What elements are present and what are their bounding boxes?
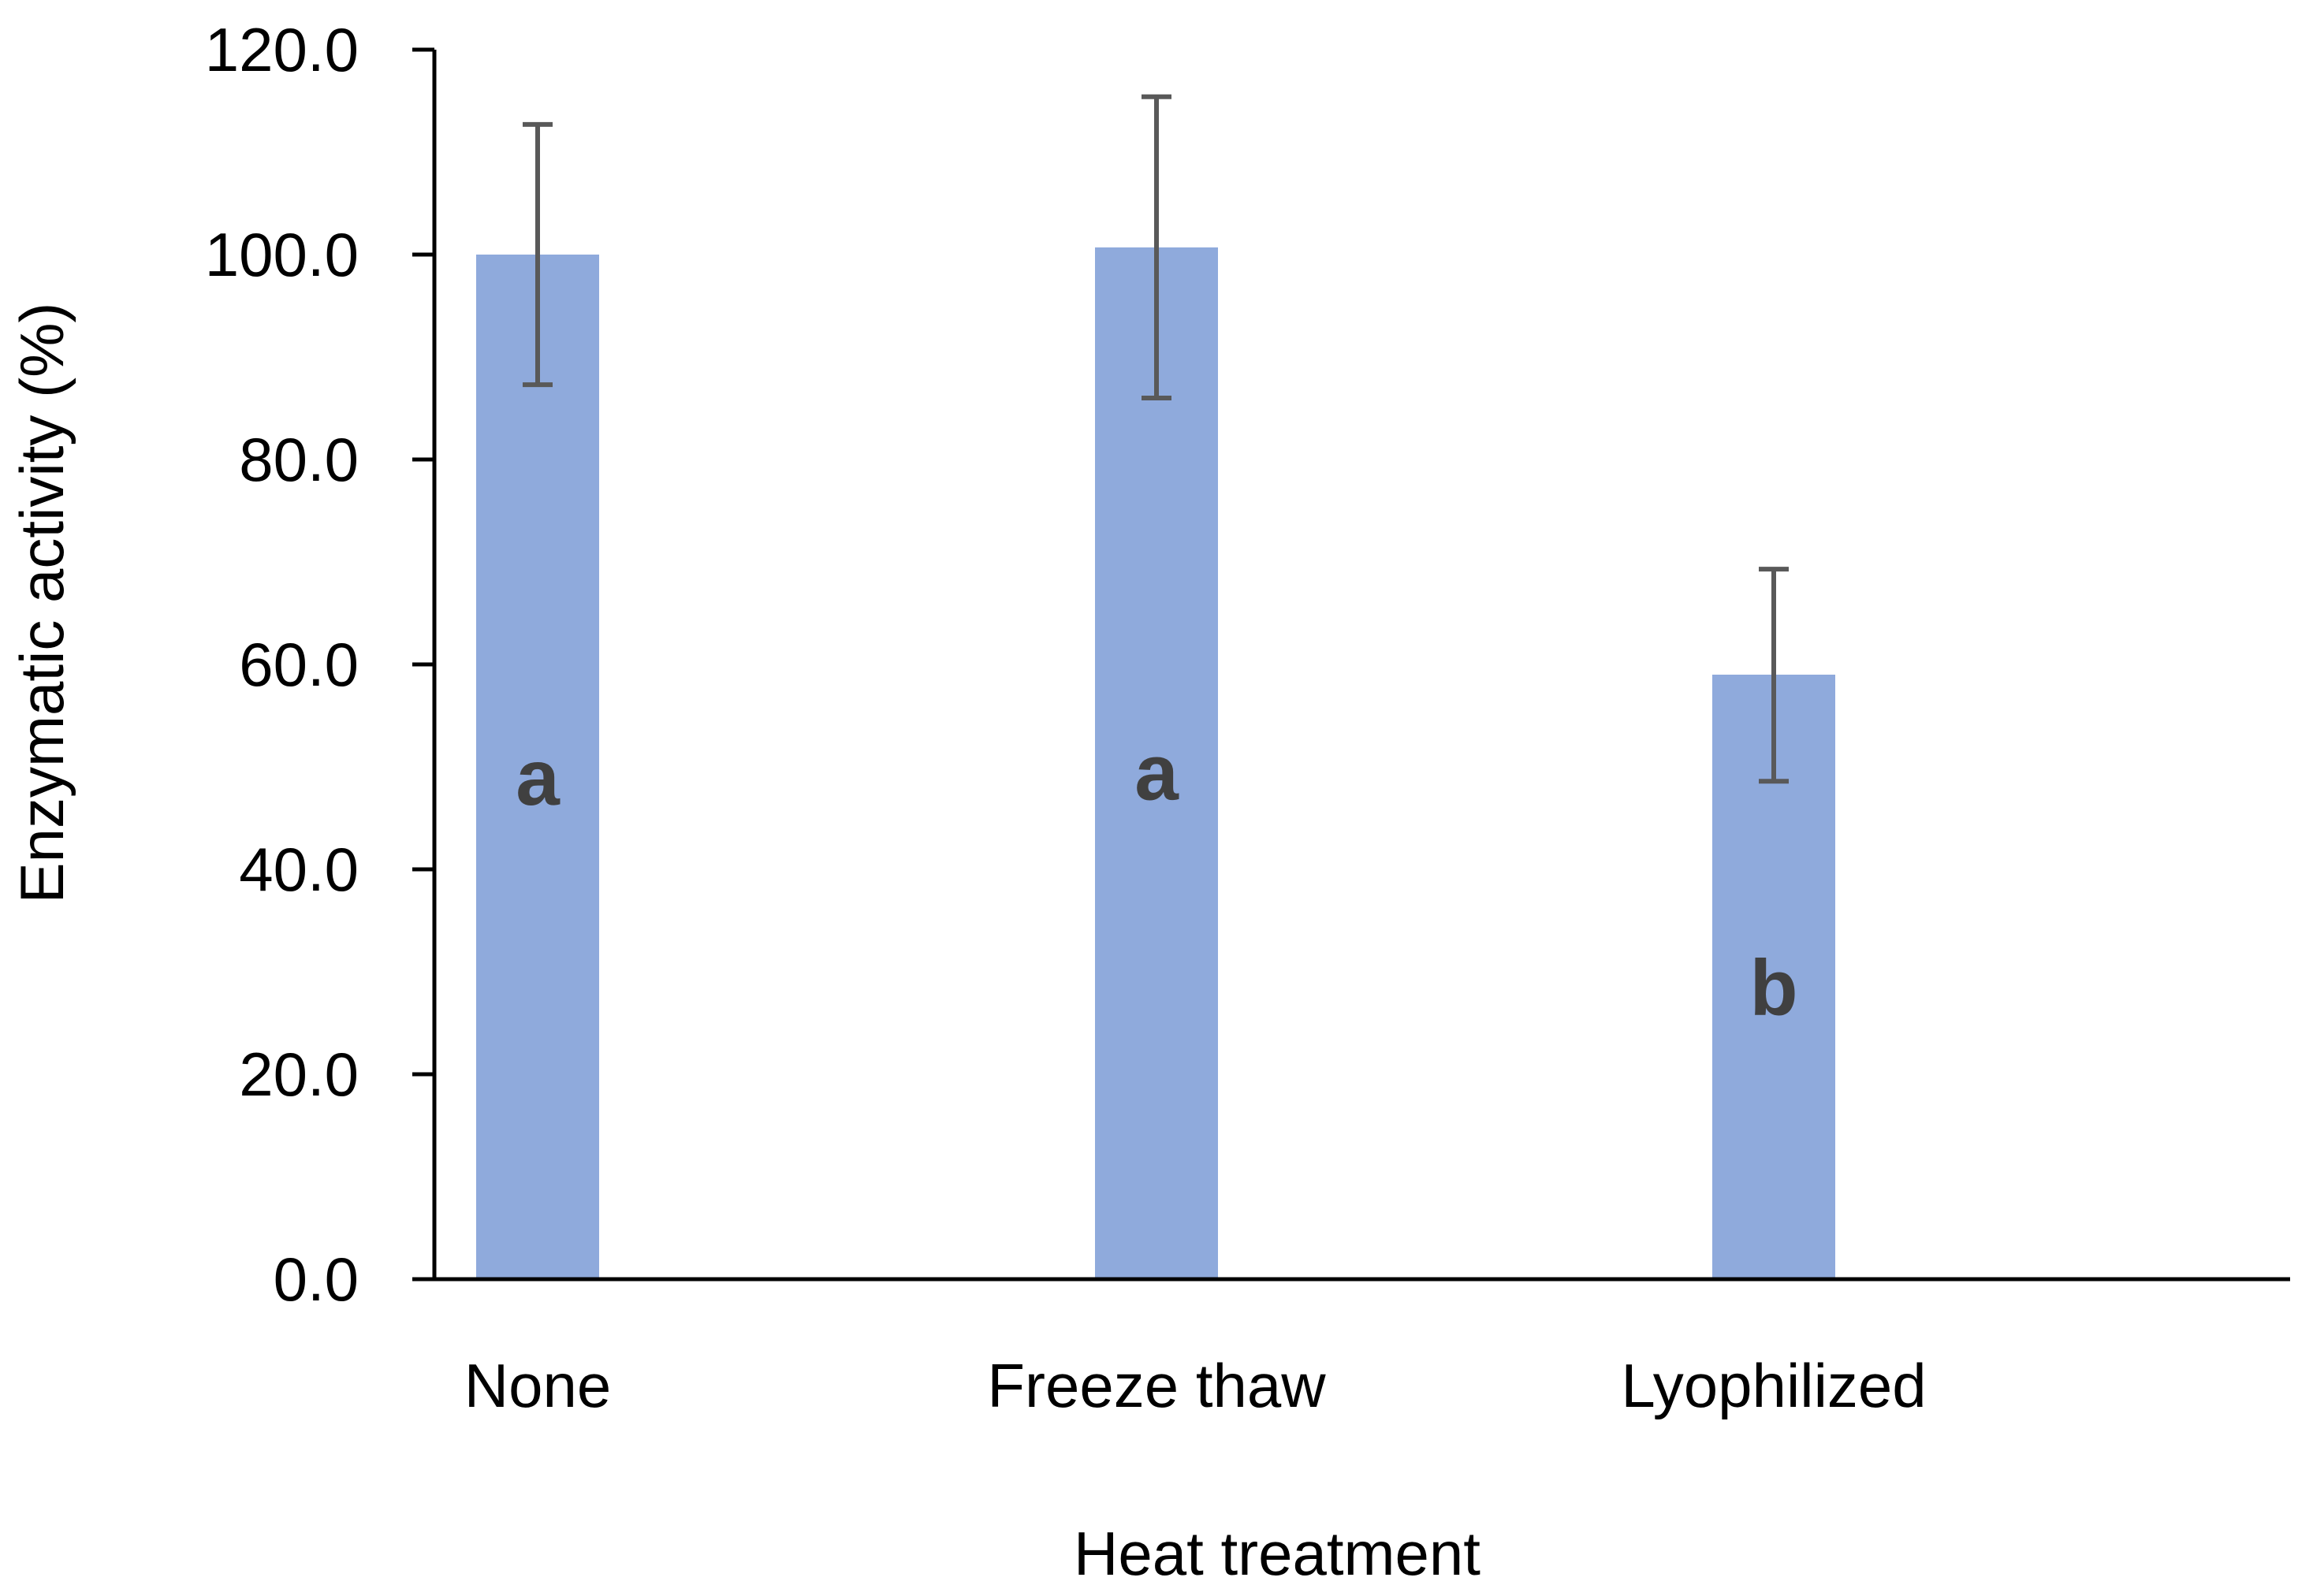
significance-letter: b	[1749, 944, 1797, 1032]
y-tick-label: 100.0	[205, 220, 359, 289]
error-bar	[1142, 94, 1171, 400]
significance-letter: a	[516, 734, 561, 822]
y-tick-label: 120.0	[205, 15, 359, 84]
y-tick-label: 60.0	[239, 630, 359, 699]
y-tick-label: 40.0	[239, 835, 359, 904]
error-bar	[1759, 567, 1789, 784]
significance-letter: a	[1134, 729, 1179, 817]
y-axis-title: Enzymatic activity (%)	[7, 303, 76, 904]
x-category-label: Lyophilized	[1621, 1351, 1926, 1420]
x-category-label: None	[464, 1351, 611, 1420]
bar-freeze-thaw	[1095, 247, 1218, 1279]
bar-none	[476, 255, 599, 1279]
y-tick-label: 80.0	[239, 425, 359, 494]
y-tick-label: 20.0	[239, 1040, 359, 1109]
x-category-label: Freeze thaw	[987, 1351, 1326, 1420]
y-tick-label: 0.0	[274, 1244, 359, 1314]
x-axis-title: Heat treatment	[1074, 1519, 1480, 1588]
x-axis: None Freeze thaw Lyophilized	[412, 1277, 2290, 1420]
plot-area: a a b	[476, 94, 1835, 1279]
y-axis: 0.0 20.0 40.0 60.0 80.0 100.0 120.0	[205, 15, 437, 1314]
error-bar	[523, 121, 553, 388]
